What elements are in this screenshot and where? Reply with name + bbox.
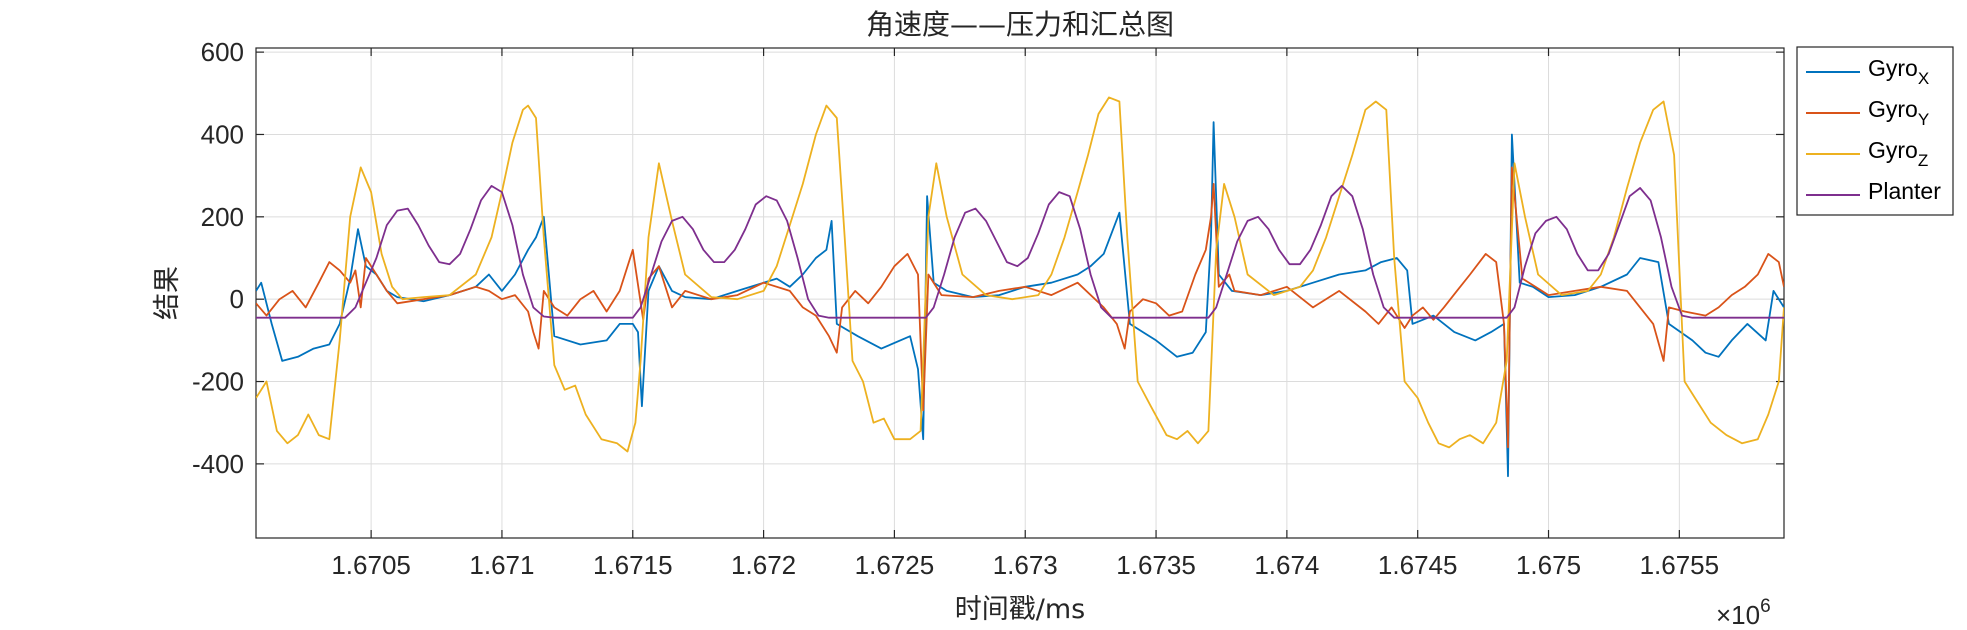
x-tick-label: 1.6745: [1378, 550, 1458, 580]
x-axis: 1.6705 1.671 1.6715 1.672 1.6725 1.673 1.6735 1…: [331, 48, 1719, 580]
x-tick-label: 1.672: [731, 550, 796, 580]
grid: [256, 48, 1784, 538]
x-tick-label: 1.6725: [855, 550, 935, 580]
x-tick-label: 1.6755: [1640, 550, 1720, 580]
series-lines: [256, 96, 1784, 478]
plot-area: [255, 47, 1785, 539]
x-tick-label: 1.673: [993, 550, 1058, 580]
x-tick-label: 1.6735: [1116, 550, 1196, 580]
x-tick-label: 1.6715: [593, 550, 673, 580]
y-tick-label: 600: [201, 37, 244, 67]
x-tick-label: 1.674: [1254, 550, 1319, 580]
series-line-gyro-z: [256, 96, 1784, 453]
y-tick-label: -400: [192, 449, 244, 479]
y-axis: -400 -200 0 200 400 600: [192, 37, 1784, 479]
legend-label-gyro-y: GyroY: [1868, 96, 1929, 129]
series-line-planter: [256, 185, 1784, 319]
x-axis-label: 时间戳/ms: [955, 594, 1085, 625]
legend-box: [1796, 46, 1954, 216]
x-exponent-label: ×106: [1716, 596, 1771, 630]
legend-label-gyro-z: GyroZ: [1868, 137, 1928, 170]
legend-label-gyro-x: GyroX: [1868, 55, 1929, 88]
y-tick-label: -200: [192, 367, 244, 397]
x-tick-label: 1.671: [469, 550, 534, 580]
y-tick-label: 0: [230, 284, 244, 314]
x-tick-label: 1.6705: [331, 550, 411, 580]
y-axis-label: 结果: [152, 266, 183, 320]
legend: GyroX GyroY GyroZ Planter: [1796, 46, 1954, 216]
x-tick-label: 1.675: [1516, 550, 1581, 580]
y-tick-label: 200: [201, 202, 244, 232]
chart-title: 角速度——压力和汇总图: [866, 8, 1174, 41]
y-tick-label: 400: [201, 119, 244, 149]
legend-label-planter: Planter: [1868, 178, 1941, 204]
series-line-gyro-y: [256, 166, 1784, 449]
